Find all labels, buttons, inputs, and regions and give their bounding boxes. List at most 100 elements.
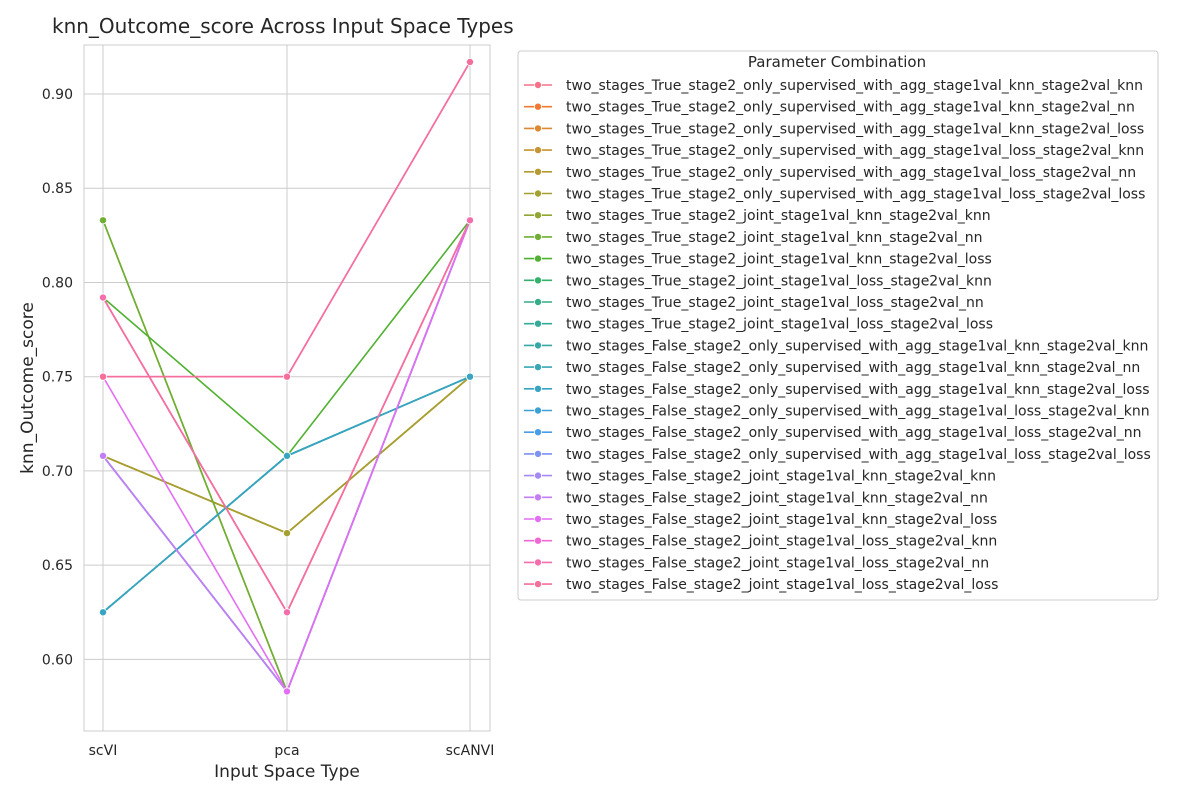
legend-label: two_stages_False_stage2_joint_stage1val_… (566, 490, 988, 506)
legend-label: two_stages_True_stage2_only_supervised_w… (566, 78, 1143, 94)
legend-items: two_stages_True_stage2_only_supervised_w… (524, 78, 1151, 593)
legend-item: two_stages_False_stage2_joint_stage1val_… (524, 490, 988, 506)
legend-item: two_stages_True_stage2_joint_stage1val_l… (524, 317, 993, 333)
data-point (282, 451, 291, 460)
data-point (282, 372, 291, 381)
legend-label: two_stages_True_stage2_joint_stage1val_l… (566, 317, 993, 333)
legend-label: two_stages_True_stage2_only_supervised_w… (566, 121, 1144, 137)
x-tick-label: pca (274, 743, 299, 759)
legend-label: two_stages_False_stage2_only_supervised_… (566, 447, 1151, 463)
legend-marker (534, 341, 543, 350)
legend-label: two_stages_True_stage2_joint_stage1val_k… (566, 208, 991, 224)
legend-item: two_stages_False_stage2_joint_stage1val_… (524, 555, 989, 571)
data-point (465, 216, 474, 225)
y-tick-label: 0.60 (42, 652, 73, 668)
y-tick-label: 0.85 (42, 181, 73, 197)
x-axis-ticks: scVI pca scANVI (89, 743, 495, 759)
legend-label: two_stages_False_stage2_only_supervised_… (566, 382, 1150, 398)
data-point (465, 57, 474, 66)
legend-marker (534, 536, 543, 545)
legend-item: two_stages_False_stage2_only_supervised_… (524, 338, 1148, 354)
legend-item: two_stages_False_stage2_only_supervised_… (524, 447, 1151, 463)
legend-marker (534, 493, 543, 502)
legend: Parameter Combination two_stages_True_st… (517, 50, 1159, 601)
legend-item: two_stages_True_stage2_only_supervised_w… (524, 165, 1136, 181)
data-point (465, 372, 474, 381)
legend-label: two_stages_True_stage2_only_supervised_w… (566, 100, 1135, 116)
legend-item: two_stages_True_stage2_only_supervised_w… (524, 187, 1145, 203)
legend-frame (517, 50, 1159, 601)
series-24 (99, 57, 474, 381)
legend-item: two_stages_False_stage2_joint_stage1val_… (524, 469, 996, 485)
legend-item: two_stages_False_stage2_only_supervised_… (524, 360, 1140, 376)
y-axis-ticks: 0.60 0.65 0.70 0.75 0.80 0.85 0.90 (42, 87, 73, 668)
y-tick-label: 0.70 (42, 464, 73, 480)
data-point (99, 451, 108, 460)
legend-marker (534, 211, 543, 220)
data-point (282, 608, 291, 617)
data-point (282, 529, 291, 538)
legend-label: two_stages_False_stage2_only_supervised_… (566, 360, 1140, 376)
legend-label: two_stages_True_stage2_joint_stage1val_l… (566, 295, 984, 311)
legend-item: two_stages_False_stage2_only_supervised_… (524, 425, 1141, 441)
legend-label: two_stages_False_stage2_only_supervised_… (566, 338, 1148, 354)
legend-title: Parameter Combination (748, 53, 926, 71)
legend-label: two_stages_False_stage2_joint_stage1val_… (566, 534, 997, 550)
legend-marker (534, 276, 543, 285)
data-point (99, 608, 108, 617)
legend-label: two_stages_False_stage2_joint_stage1val_… (566, 577, 998, 593)
legend-marker (534, 384, 543, 393)
data-point (99, 372, 108, 381)
legend-item: two_stages_True_stage2_joint_stage1val_k… (524, 230, 983, 246)
legend-item: two_stages_True_stage2_joint_stage1val_l… (524, 295, 984, 311)
legend-marker (534, 254, 543, 263)
legend-label: two_stages_False_stage2_joint_stage1val_… (566, 469, 996, 485)
legend-label: two_stages_False_stage2_only_supervised_… (566, 404, 1150, 420)
legend-item: two_stages_True_stage2_only_supervised_w… (524, 121, 1144, 137)
legend-marker (534, 167, 543, 176)
legend-item: two_stages_True_stage2_only_supervised_w… (524, 143, 1144, 159)
legend-marker (534, 319, 543, 328)
legend-label: two_stages_False_stage2_joint_stage1val_… (566, 555, 989, 571)
legend-item: two_stages_False_stage2_joint_stage1val_… (524, 534, 997, 550)
legend-marker (534, 558, 543, 567)
y-tick-label: 0.90 (42, 87, 73, 103)
legend-label: two_stages_True_stage2_only_supervised_w… (566, 187, 1145, 203)
legend-item: two_stages_True_stage2_only_supervised_w… (524, 100, 1135, 116)
series-lines (99, 57, 474, 696)
data-point (99, 216, 108, 225)
legend-label: two_stages_True_stage2_only_supervised_w… (566, 143, 1144, 159)
legend-marker (534, 363, 543, 372)
legend-item: two_stages_True_stage2_only_supervised_w… (524, 78, 1143, 94)
x-tick-label: scVI (89, 743, 118, 759)
legend-marker (534, 124, 543, 133)
y-tick-label: 0.75 (42, 370, 73, 386)
y-axis-label: knn_Outcome_score (18, 302, 38, 474)
legend-marker (534, 471, 543, 480)
series-23 (99, 216, 474, 617)
legend-label: two_stages_True_stage2_only_supervised_w… (566, 165, 1136, 181)
legend-marker (534, 515, 543, 524)
legend-label: two_stages_True_stage2_joint_stage1val_k… (566, 230, 983, 246)
legend-item: two_stages_True_stage2_joint_stage1val_k… (524, 252, 992, 268)
data-point (99, 293, 108, 302)
legend-marker (534, 102, 543, 111)
legend-item: two_stages_False_stage2_only_supervised_… (524, 382, 1150, 398)
legend-marker (534, 580, 543, 589)
x-axis-label: Input Space Type (214, 762, 360, 782)
legend-label: two_stages_True_stage2_joint_stage1val_l… (566, 273, 992, 289)
gridlines (84, 45, 490, 731)
legend-marker (534, 232, 543, 241)
legend-marker (534, 189, 543, 198)
y-tick-label: 0.80 (42, 275, 73, 291)
legend-item: two_stages_False_stage2_joint_stage1val_… (524, 512, 997, 528)
legend-item: two_stages_True_stage2_joint_stage1val_l… (524, 273, 992, 289)
legend-marker (534, 146, 543, 155)
x-tick-label: scANVI (446, 743, 495, 759)
series-15 (99, 372, 474, 617)
legend-label: two_stages_True_stage2_joint_stage1val_k… (566, 252, 992, 268)
legend-marker (534, 81, 543, 90)
chart-title: knn_Outcome_score Across Input Space Typ… (52, 14, 514, 38)
data-point (282, 687, 291, 696)
